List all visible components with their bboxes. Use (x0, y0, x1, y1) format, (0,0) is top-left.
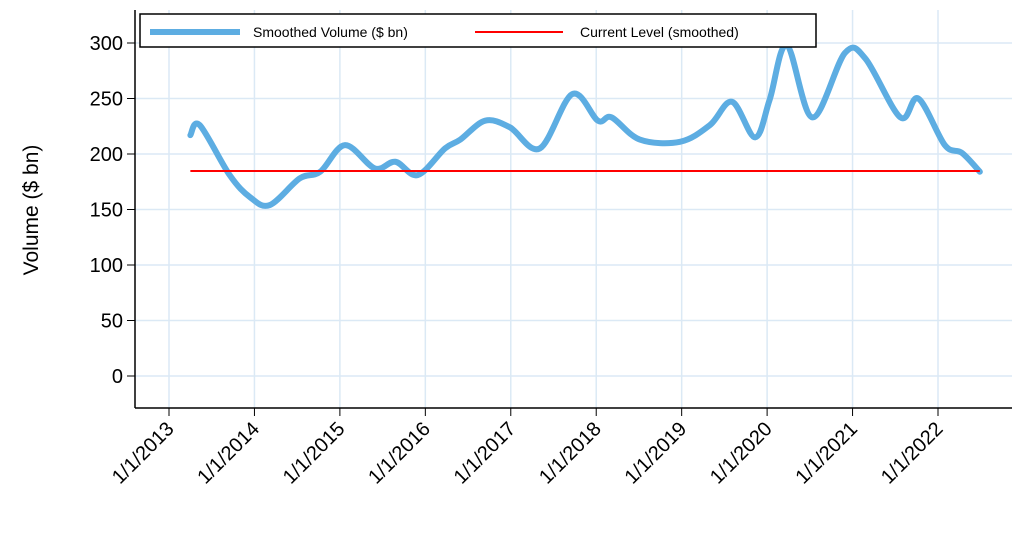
x-tick-label: 1/1/2014 (193, 418, 264, 489)
legend-label-current-level: Current Level (smoothed) (580, 24, 739, 40)
y-tick-label: 50 (101, 311, 123, 333)
legend-box (139, 13, 817, 48)
y-tick-label: 200 (90, 144, 123, 166)
x-tick-label: 1/1/2013 (108, 418, 179, 489)
x-tick-label: 1/1/2018 (535, 418, 606, 489)
y-tick-label: 300 (90, 33, 123, 55)
x-tick-label: 1/1/2017 (450, 418, 521, 489)
x-tick-label: 1/1/2019 (621, 418, 692, 489)
series-line-smoothed-volume (187, 42, 983, 209)
y-tick-label: 150 (90, 200, 123, 222)
grid (135, 10, 1012, 408)
series (187, 42, 983, 209)
y-tick-label: 250 (90, 89, 123, 111)
x-tick-label: 1/1/2020 (706, 418, 777, 489)
x-tick-label: 1/1/2022 (877, 418, 948, 489)
x-tick-label: 1/1/2015 (279, 418, 350, 489)
x-tick-label: 1/1/2021 (791, 418, 862, 489)
x-tick-label: 1/1/2016 (364, 418, 435, 489)
legend: Smoothed Volume ($ bn) Current Level (sm… (139, 13, 817, 48)
y-tick-label: 0 (112, 366, 123, 388)
y-tick-label: 100 (90, 255, 123, 277)
legend-label-smoothed-volume: Smoothed Volume ($ bn) (253, 24, 408, 40)
y-axis-label: Volume ($ bn) (20, 145, 43, 276)
